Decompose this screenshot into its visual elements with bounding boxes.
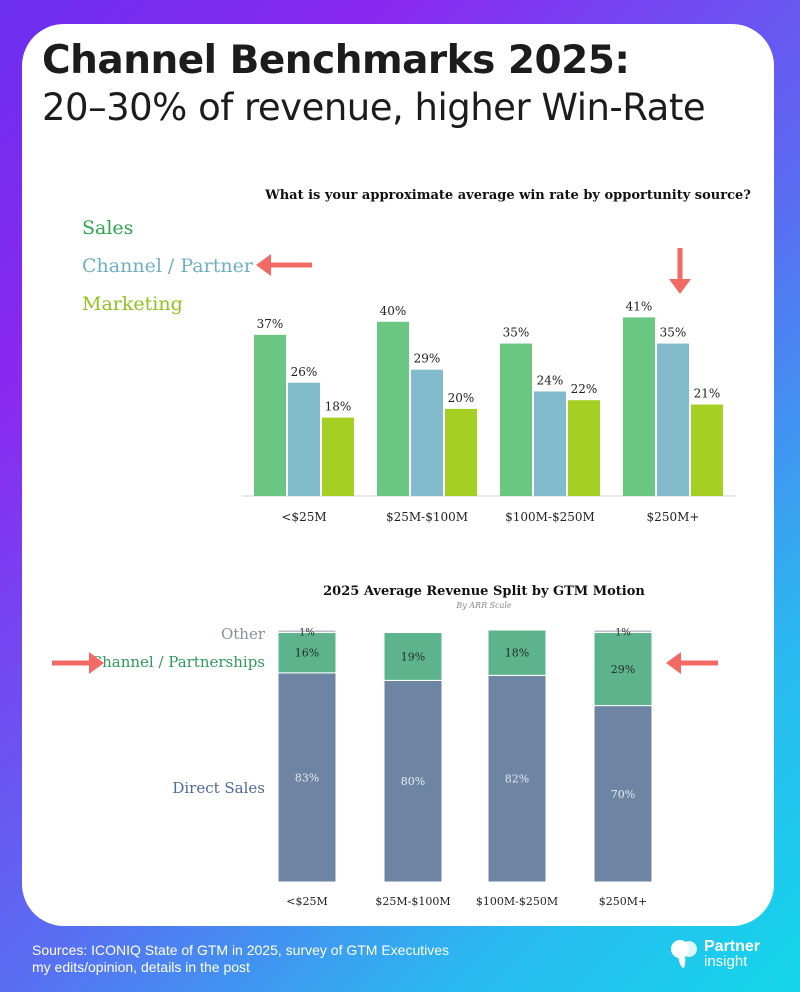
chart1-tick-label: $100M-$250M xyxy=(505,510,595,524)
chart2-data-label: 16% xyxy=(295,647,319,660)
partner-250m-arrow xyxy=(669,248,691,294)
chart1-tick-label: <$25M xyxy=(281,510,326,524)
chart1-data-label: 20% xyxy=(448,391,475,405)
chart1-data-label: 29% xyxy=(414,352,441,366)
chart1-bar xyxy=(623,317,655,496)
brand-name: Partner xyxy=(704,938,761,955)
chart1-tick-label: $25M-$100M xyxy=(386,510,468,524)
page-subtitle: 20–30% of revenue, higher Win-Rate xyxy=(42,86,706,129)
chart1-legend-2: Marketing xyxy=(82,293,183,315)
channel-legend-arrow xyxy=(52,652,104,674)
chart1-bar xyxy=(322,417,354,496)
chart2-data-label: 80% xyxy=(401,775,425,788)
chart1-bar xyxy=(288,382,320,496)
chart2-segment xyxy=(277,629,337,634)
chart2-segment xyxy=(593,632,653,707)
chart1-bar xyxy=(377,321,409,496)
chart2-tick-label: $100M-$250M xyxy=(476,895,558,908)
chart2-tick-label: $25M-$100M xyxy=(375,895,450,908)
chart2-data-label: 19% xyxy=(401,650,425,663)
chart2-segment xyxy=(487,674,547,883)
chart2-data-label: 70% xyxy=(611,788,635,801)
chart1-data-label: 35% xyxy=(503,326,530,340)
chart2-segment xyxy=(277,672,337,883)
chart2-legend-label: Direct Sales xyxy=(172,779,265,797)
chart1-data-label: 40% xyxy=(380,304,407,318)
chart1-data-label: 24% xyxy=(537,373,564,387)
chart1-bar xyxy=(500,343,532,496)
brand-logo: Partner insight xyxy=(668,938,760,970)
chart1-legend-1: Channel / Partner xyxy=(82,255,254,277)
chart1-bar xyxy=(254,334,286,496)
chart2-data-label: 82% xyxy=(505,773,529,786)
chart1-bar xyxy=(568,400,600,496)
chart1-tick-label: $250M+ xyxy=(647,510,700,524)
chart2-data-label: 1% xyxy=(299,627,315,638)
brand-subname: insight xyxy=(704,953,748,970)
chart1-title: What is your approximate average win rat… xyxy=(264,188,751,203)
chart1-bar xyxy=(691,404,723,496)
chart2-tick-label: <$25M xyxy=(286,895,327,908)
chart2-subtitle: By ARR Scale xyxy=(455,601,512,610)
chart2-title: 2025 Average Revenue Split by GTM Motion xyxy=(323,584,645,599)
notes-line: my edits/opinion, details in the post xyxy=(32,959,250,975)
sources-line: Sources: ICONIQ State of GTM in 2025, su… xyxy=(32,942,450,958)
chart1-legend-0: Sales xyxy=(82,217,133,239)
chart2-segment xyxy=(593,629,653,634)
chart2-data-label: 18% xyxy=(505,647,529,660)
channel-250m-arrow xyxy=(666,652,718,674)
chart1-data-label: 21% xyxy=(694,387,721,401)
chart1-data-label: 41% xyxy=(626,299,653,313)
chart2-data-label: 83% xyxy=(295,771,319,784)
page-title: Channel Benchmarks 2025: xyxy=(42,38,630,83)
chart1-bar xyxy=(445,408,477,496)
chart2-data-label: 29% xyxy=(611,663,635,676)
partner-legend-arrow xyxy=(256,254,312,276)
partner-insight-logo-icon xyxy=(671,940,697,968)
chart2-segment xyxy=(383,632,443,681)
chart1-data-label: 18% xyxy=(325,400,352,414)
chart2-segment xyxy=(487,629,547,676)
chart2-legend-label: Channel / Partnerships xyxy=(91,653,265,671)
chart1-bar xyxy=(534,391,566,496)
chart2-legend-label: Other xyxy=(221,625,266,643)
chart1-data-label: 22% xyxy=(571,382,598,396)
chart2-segment xyxy=(593,705,653,883)
chart1-bar xyxy=(657,343,689,496)
chart2-data-label: 1% xyxy=(615,627,631,638)
chart1-data-label: 37% xyxy=(257,317,284,331)
chart2-tick-label: $250M+ xyxy=(599,895,647,908)
chart1-data-label: 26% xyxy=(291,365,318,379)
sources-footer: Sources: ICONIQ State of GTM in 2025, su… xyxy=(32,942,449,976)
chart1-bar xyxy=(411,369,443,496)
chart1-data-label: 35% xyxy=(660,326,687,340)
